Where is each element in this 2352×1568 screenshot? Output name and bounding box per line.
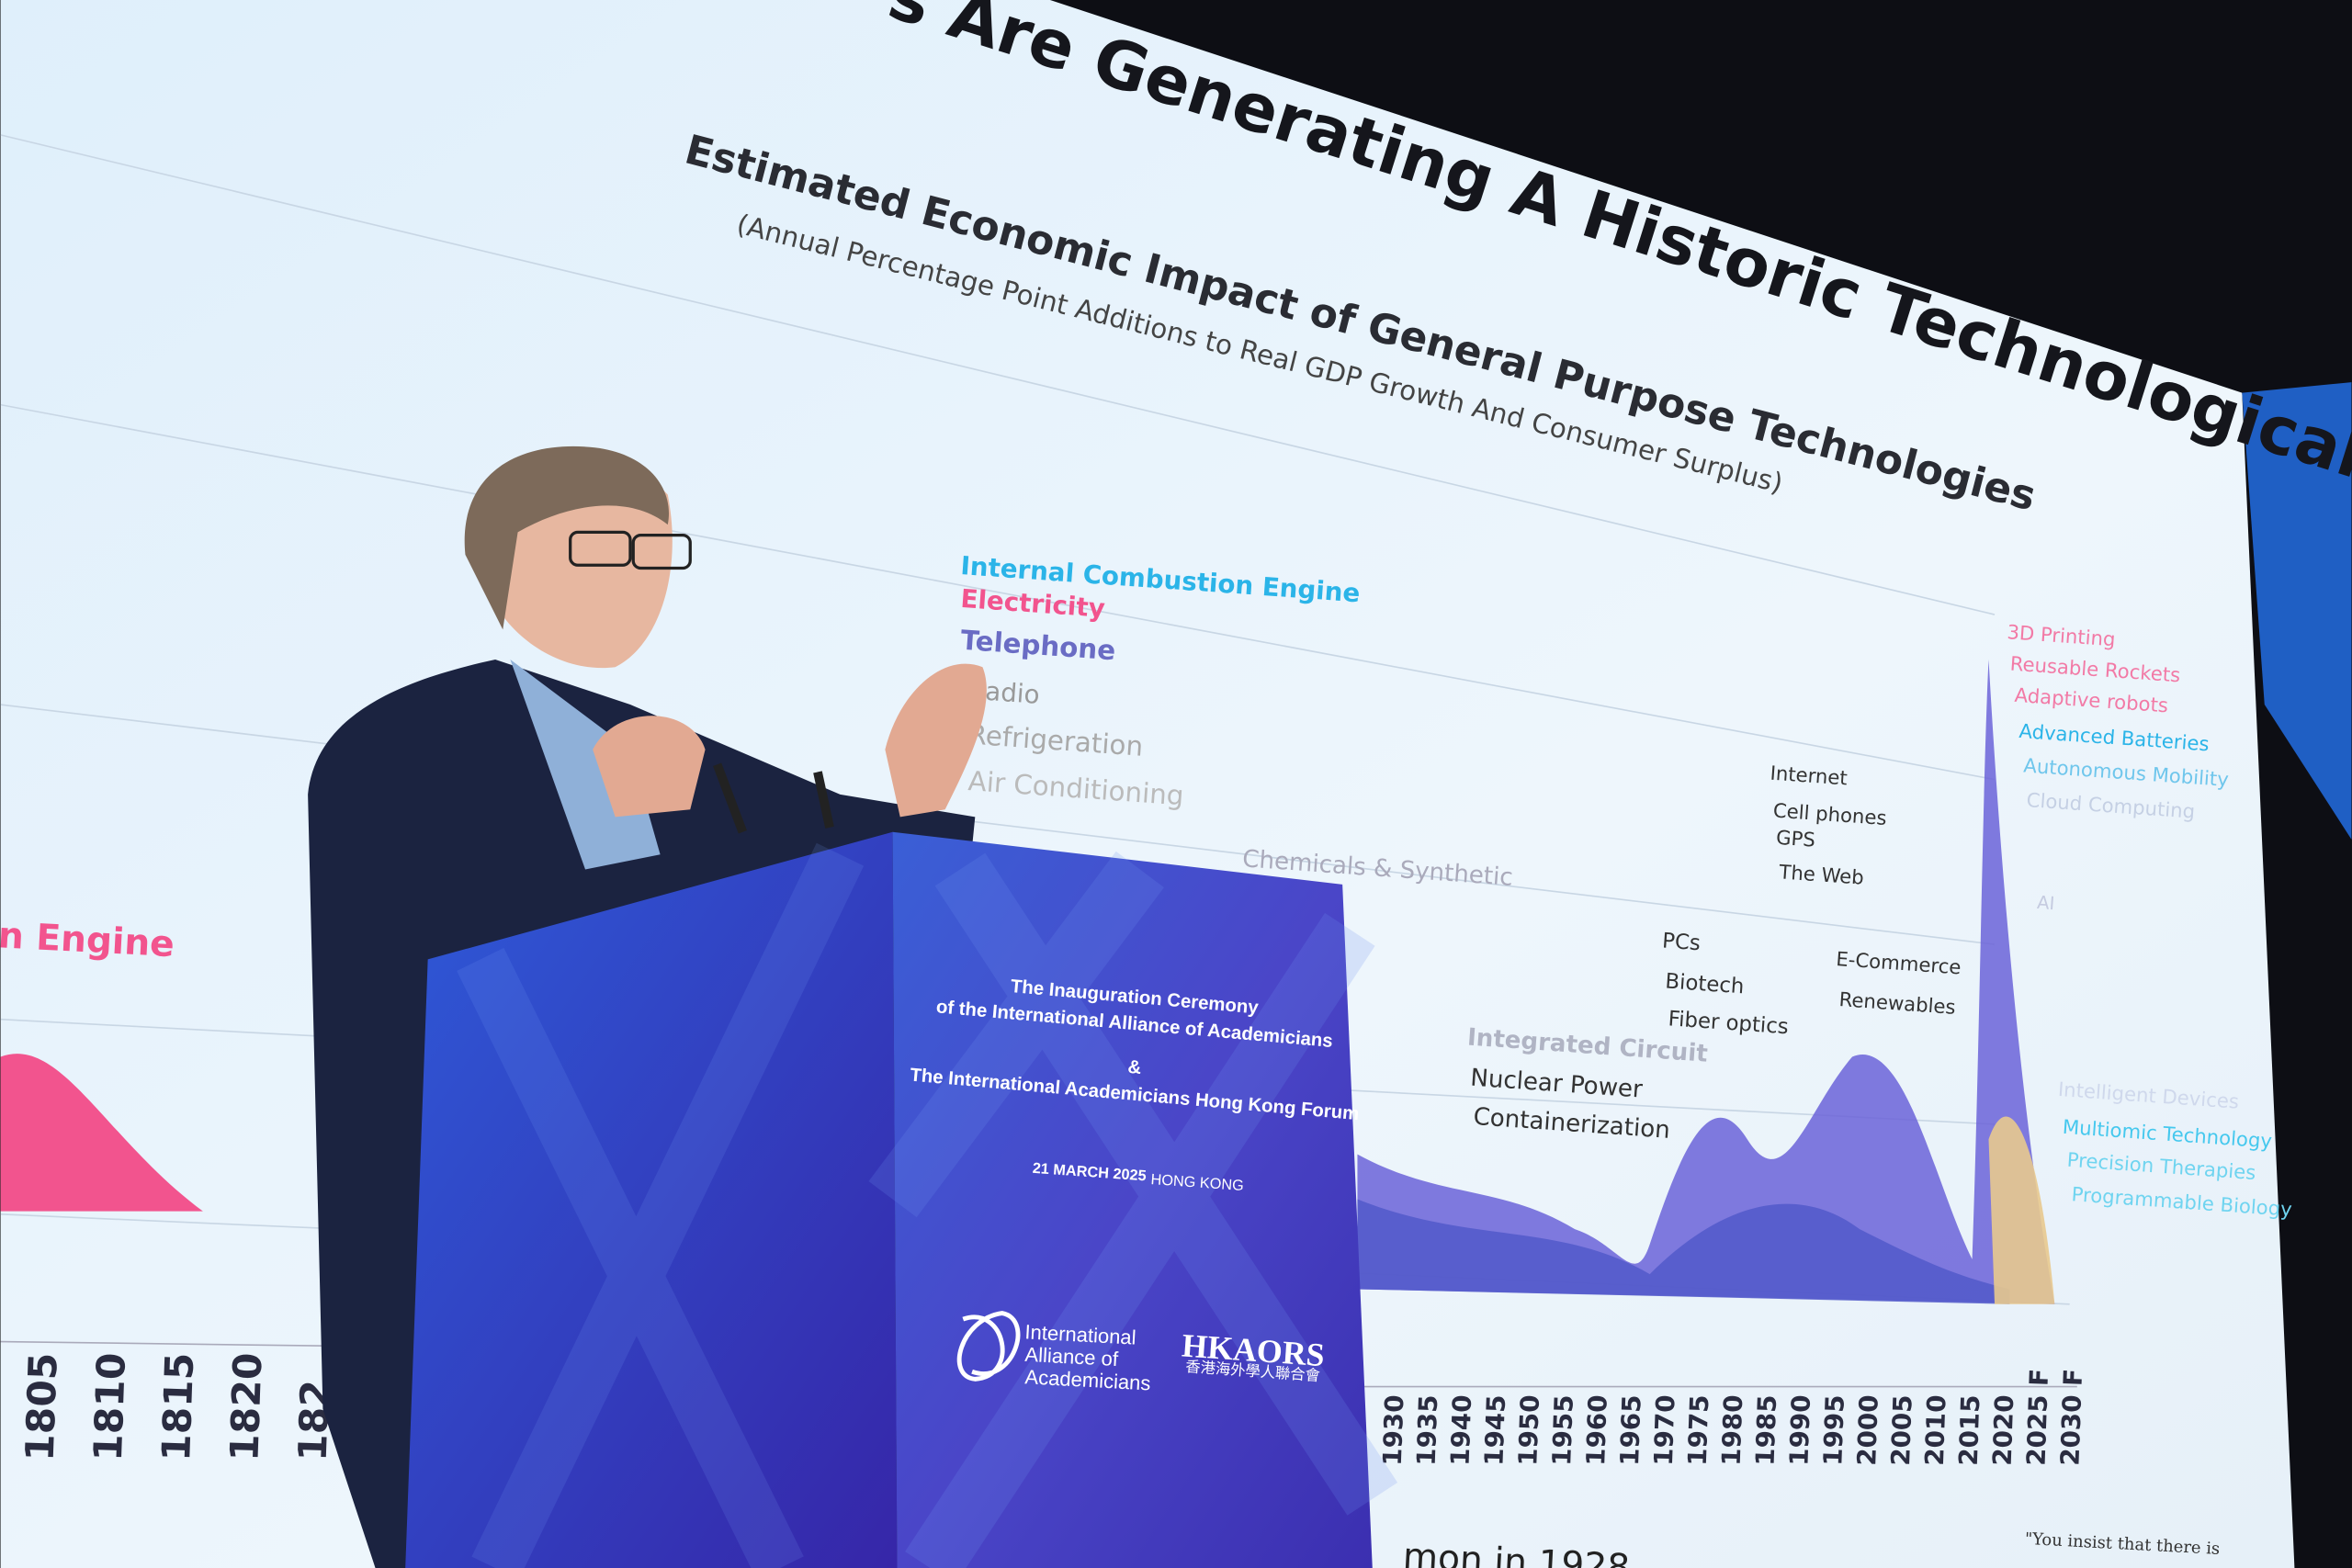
axis-year: 1805 bbox=[18, 1352, 67, 1462]
axis-year: 1995 bbox=[1817, 1394, 1850, 1466]
axis-year: 1985 bbox=[1750, 1394, 1783, 1466]
chart-label: Biotech bbox=[1665, 969, 1746, 998]
chart-label: AI bbox=[2036, 892, 2055, 914]
axis-year: 2015 bbox=[1953, 1394, 1986, 1466]
axis-year: 1975 bbox=[1682, 1394, 1715, 1466]
axis-year: 1930 bbox=[1377, 1394, 1410, 1466]
axis-year: 1950 bbox=[1512, 1394, 1545, 1466]
axis-year: 2020 bbox=[1987, 1394, 2020, 1466]
logo-text: International bbox=[1024, 1320, 1136, 1348]
axis-year: 1965 bbox=[1614, 1394, 1647, 1466]
axis-year: 1970 bbox=[1648, 1394, 1681, 1466]
axis-year: 1960 bbox=[1580, 1394, 1613, 1466]
chart-label: PCs bbox=[1661, 929, 1701, 955]
axis-year: 2025 F bbox=[2021, 1368, 2055, 1466]
axis-year: 1940 bbox=[1445, 1394, 1478, 1466]
axis-year: 1810 bbox=[86, 1352, 135, 1462]
axis-year: 1945 bbox=[1478, 1394, 1511, 1466]
axis-year: 2030 F bbox=[2054, 1368, 2088, 1466]
podium-line: & bbox=[1127, 1057, 1143, 1078]
axis-year: 2010 bbox=[1919, 1394, 1952, 1466]
axis-year: 1955 bbox=[1546, 1394, 1579, 1466]
chart-area bbox=[0, 1054, 203, 1212]
chart-label: GPS bbox=[1775, 827, 1815, 852]
axis-year: 1935 bbox=[1411, 1394, 1444, 1466]
screen-edge bbox=[2242, 382, 2352, 840]
axis-year: 2000 bbox=[1851, 1394, 1884, 1466]
axis-line bbox=[0, 1340, 345, 1348]
logo-text: Alliance of bbox=[1024, 1343, 1120, 1371]
slide-label: n Engine bbox=[0, 915, 175, 965]
axis-year: 2005 bbox=[1885, 1394, 1918, 1466]
axis-year: 1820 bbox=[222, 1352, 271, 1462]
podium bbox=[405, 831, 1398, 1568]
axis-year: 1980 bbox=[1716, 1394, 1749, 1466]
chart-label: Internet bbox=[1770, 762, 1849, 791]
chart-area bbox=[1988, 1116, 2055, 1304]
axis-year: 1990 bbox=[1783, 1394, 1816, 1466]
chart-area bbox=[1357, 660, 2055, 1304]
logo-mark bbox=[956, 1311, 1021, 1382]
axis-year: 1815 bbox=[154, 1352, 203, 1462]
chart-area bbox=[1357, 1199, 2010, 1304]
